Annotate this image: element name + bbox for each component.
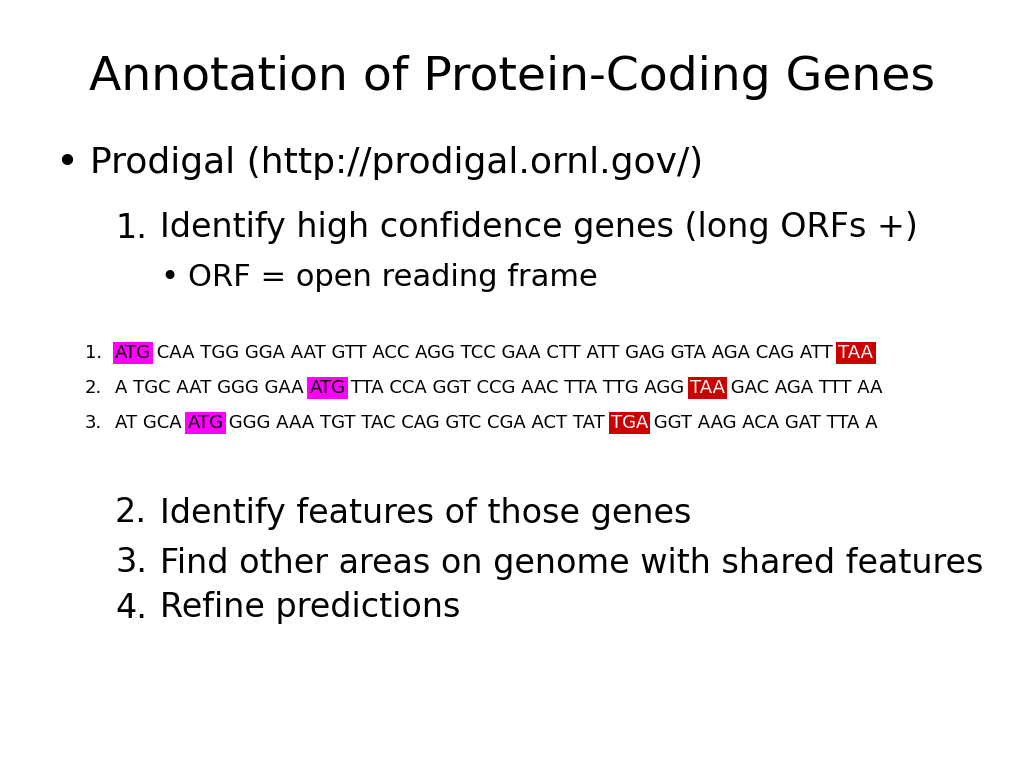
- Text: •: •: [55, 144, 78, 182]
- Text: 1.: 1.: [115, 211, 147, 244]
- Text: GAC AGA TTT AA: GAC AGA TTT AA: [725, 379, 883, 397]
- Text: Prodigal (http://prodigal.ornl.gov/): Prodigal (http://prodigal.ornl.gov/): [90, 146, 703, 180]
- Text: Refine predictions: Refine predictions: [160, 591, 461, 624]
- Text: 2.: 2.: [85, 379, 102, 397]
- Text: AT GCA: AT GCA: [115, 414, 187, 432]
- Text: 3.: 3.: [115, 547, 147, 580]
- Text: TAA: TAA: [839, 344, 873, 362]
- Text: •: •: [160, 263, 178, 293]
- Text: ATG: ATG: [309, 379, 345, 397]
- Text: Find other areas on genome with shared features: Find other areas on genome with shared f…: [160, 547, 983, 580]
- Text: A TGC AAT GGG GAA: A TGC AAT GGG GAA: [115, 379, 309, 397]
- Text: 2.: 2.: [115, 496, 147, 529]
- Text: TGA: TGA: [611, 414, 648, 432]
- Text: ORF = open reading frame: ORF = open reading frame: [188, 263, 598, 293]
- Text: TAA: TAA: [690, 379, 725, 397]
- Text: 4.: 4.: [115, 591, 147, 624]
- Text: GGG AAA TGT TAC CAG GTC CGA ACT TAT: GGG AAA TGT TAC CAG GTC CGA ACT TAT: [223, 414, 611, 432]
- Text: GGT AAG ACA GAT TTA A: GGT AAG ACA GAT TTA A: [648, 414, 878, 432]
- Text: Identify high confidence genes (long ORFs +): Identify high confidence genes (long ORF…: [160, 211, 918, 244]
- Text: Identify features of those genes: Identify features of those genes: [160, 496, 691, 529]
- Text: CAA TGG GGA AAT GTT ACC AGG TCC GAA CTT ATT GAG GTA AGA CAG ATT: CAA TGG GGA AAT GTT ACC AGG TCC GAA CTT …: [151, 344, 839, 362]
- Text: Annotation of Protein-Coding Genes: Annotation of Protein-Coding Genes: [89, 55, 935, 100]
- Text: 1.: 1.: [85, 344, 102, 362]
- Text: 3.: 3.: [85, 414, 102, 432]
- Text: ATG: ATG: [187, 414, 223, 432]
- Text: ATG: ATG: [115, 344, 151, 362]
- Text: TTA CCA GGT CCG AAC TTA TTG AGG: TTA CCA GGT CCG AAC TTA TTG AGG: [345, 379, 690, 397]
